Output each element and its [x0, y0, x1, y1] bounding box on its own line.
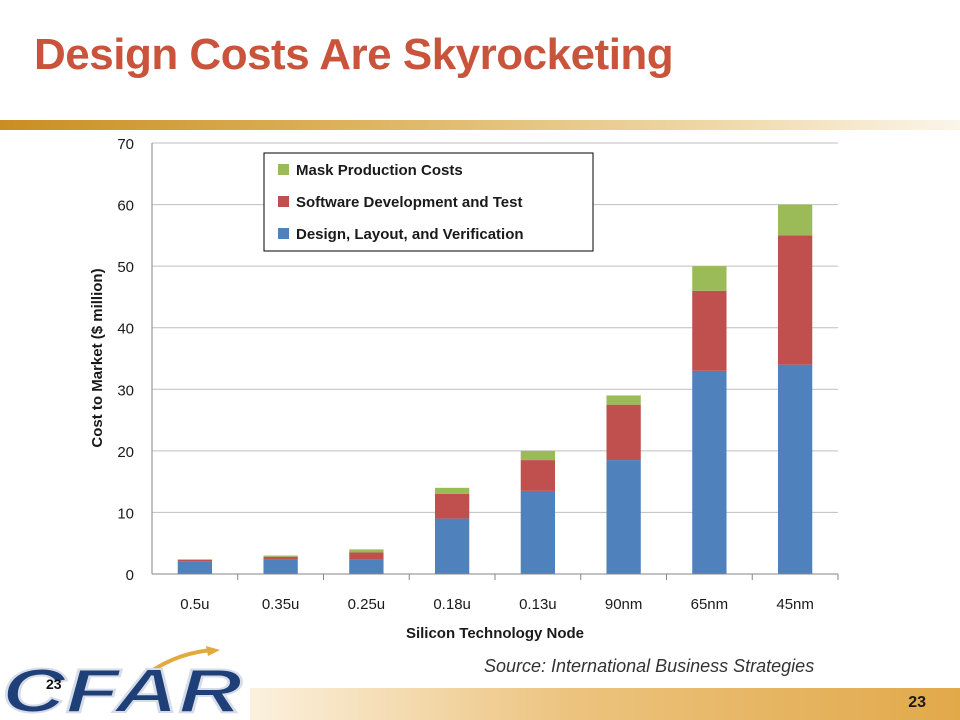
- bar-65nm-design: [692, 370, 727, 574]
- y-tick-label: 60: [117, 198, 134, 215]
- legend-swatch: [278, 228, 289, 239]
- bar-90nm-mask: [606, 395, 641, 405]
- chart-bars: [177, 204, 813, 574]
- legend-entry: Design, Layout, and Verification: [296, 226, 524, 243]
- x-tick-label: 0.5u: [180, 596, 209, 613]
- logo-text: CFAR: [2, 657, 242, 720]
- slide-title: Design Costs Are Skyrocketing: [34, 30, 674, 79]
- bar-0.5u-design: [177, 561, 213, 574]
- y-axis-label: Cost to Market ($ million): [89, 268, 106, 447]
- y-tick-label: 10: [117, 505, 134, 522]
- bar-0.5u-mask: [177, 559, 213, 560]
- y-tick-label: 50: [117, 259, 134, 276]
- x-tick-label: 0.35u: [262, 596, 300, 613]
- legend-entry: Mask Production Costs: [296, 162, 463, 179]
- bar-90nm-design: [606, 460, 641, 574]
- y-tick-label: 20: [117, 444, 134, 461]
- stacked-bar-chart: 0 10 20 30 40 50 60 70 0.5u 0.35u 0.25u 0.18u 0.13u…: [89, 136, 839, 642]
- bar-45nm-software: [777, 235, 813, 365]
- x-tick-label: 90nm: [605, 596, 643, 613]
- bar-0.25u-design: [349, 559, 384, 574]
- legend-swatch: [278, 196, 289, 207]
- x-tick-label: 0.18u: [433, 596, 471, 613]
- bar-65nm-mask: [692, 266, 727, 291]
- chart-axes: [151, 143, 839, 580]
- y-tick-label: 30: [117, 382, 134, 399]
- y-tick-label: 0: [126, 567, 134, 584]
- legend-box: [263, 152, 594, 252]
- source-caption: Source: International Business Strategie…: [484, 656, 815, 676]
- x-tick-label: 65nm: [691, 596, 729, 613]
- bar-0.13u-software: [520, 460, 556, 491]
- x-tick-labels: 0.5u 0.35u 0.25u 0.18u 0.13u 90nm 65nm 45nm: [180, 596, 814, 613]
- legend-swatch: [278, 164, 289, 175]
- bar-0.5u-software: [177, 559, 213, 562]
- y-tick-label: 40: [117, 321, 134, 338]
- bar-0.25u-mask: [349, 549, 384, 553]
- bar-0.35u-software: [263, 556, 298, 560]
- x-tick-label: 45nm: [776, 596, 814, 613]
- footer-bar: [250, 688, 960, 720]
- bar-0.35u-design: [263, 559, 298, 574]
- bar-0.18u-design: [434, 518, 470, 574]
- bar-0.13u-mask: [520, 450, 556, 461]
- title-underline-bar: [0, 120, 960, 130]
- y-tick-label: 70: [117, 136, 134, 153]
- bar-0.18u-mask: [434, 487, 470, 494]
- page-number: 23: [908, 694, 926, 711]
- bar-90nm-software: [606, 404, 641, 461]
- cfar-logo: CFAR: [1, 646, 243, 720]
- chart-legend: Mask Production Costs Software Developmen…: [263, 152, 594, 252]
- bar-0.35u-mask: [263, 555, 298, 557]
- x-tick-label: 0.13u: [519, 596, 557, 613]
- logo-page-number: 23: [46, 676, 62, 692]
- x-tick-label: 0.25u: [348, 596, 386, 613]
- bar-45nm-mask: [777, 204, 813, 236]
- bar-65nm-software: [692, 290, 727, 371]
- bar-0.18u-software: [434, 493, 470, 519]
- legend-entry: Software Development and Test: [296, 194, 522, 211]
- bar-0.13u-design: [520, 490, 556, 574]
- bar-0.25u-software: [349, 552, 384, 560]
- bar-45nm-design: [777, 364, 813, 574]
- y-tick-labels: 0 10 20 30 40 50 60 70: [117, 136, 134, 584]
- x-axis-label: Silicon Technology Node: [406, 625, 584, 642]
